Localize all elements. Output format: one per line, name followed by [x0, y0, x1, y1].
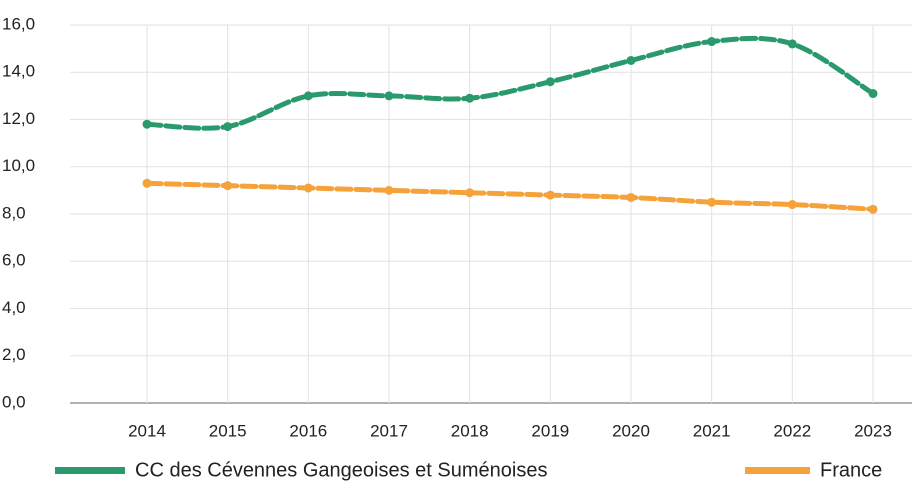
y-tick-label: 14,0: [2, 62, 35, 81]
point: [142, 119, 152, 129]
point: [384, 91, 394, 101]
y-tick-label: 16,0: [2, 14, 35, 33]
point: [303, 183, 313, 193]
legend-swatch: [55, 467, 125, 474]
point: [223, 122, 233, 132]
point: [142, 178, 152, 188]
legend-swatch: [745, 467, 810, 474]
x-tick-label: 2018: [451, 421, 489, 440]
x-tick-label: 2022: [773, 421, 811, 440]
point: [626, 192, 636, 202]
point: [626, 55, 636, 65]
point: [223, 181, 233, 191]
line: [144, 35, 876, 131]
point: [787, 200, 797, 210]
x-tick-label: 2020: [612, 421, 650, 440]
point: [868, 89, 878, 99]
y-tick-label: 4,0: [2, 298, 26, 317]
point: [787, 39, 797, 49]
point: [303, 91, 313, 101]
legend-label: France: [820, 459, 882, 481]
y-tick-label: 6,0: [2, 251, 26, 270]
point: [707, 37, 717, 47]
x-tick-label: 2017: [370, 421, 408, 440]
point: [545, 190, 555, 200]
point: [868, 204, 878, 214]
y-tick-label: 10,0: [2, 156, 35, 175]
y-tick-label: 8,0: [2, 203, 26, 222]
point: [545, 77, 555, 87]
x-tick-label: 2019: [531, 421, 569, 440]
x-tick-label: 2023: [854, 421, 892, 440]
x-tick-label: 2021: [693, 421, 731, 440]
y-tick-label: 12,0: [2, 109, 35, 128]
x-tick-label: 2014: [128, 421, 166, 440]
legend-label: CC des Cévennes Gangeoises et Suménoises: [135, 459, 547, 481]
y-tick-label: 2,0: [2, 345, 26, 364]
point: [465, 188, 475, 198]
point: [465, 93, 475, 103]
y-tick-label: 0,0: [2, 392, 26, 411]
x-tick-label: 2016: [289, 421, 327, 440]
point: [707, 197, 717, 207]
point: [384, 185, 394, 195]
x-tick-label: 2015: [209, 421, 247, 440]
line: [144, 180, 876, 212]
